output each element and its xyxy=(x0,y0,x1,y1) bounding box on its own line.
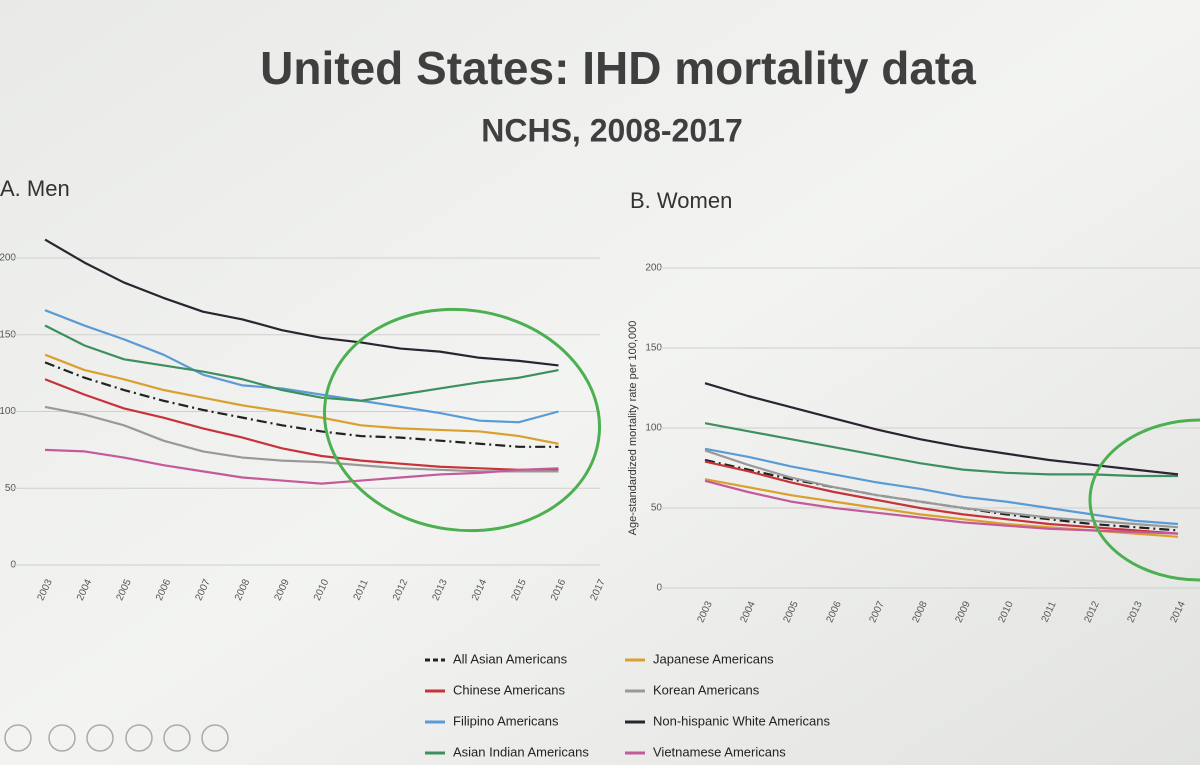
y-axis-label: Age-standardized mortality rate per 100,… xyxy=(627,321,639,536)
series-line xyxy=(44,448,559,485)
y-tick-label: 150 xyxy=(0,329,16,340)
highlight-ellipse xyxy=(1088,418,1200,582)
series-line xyxy=(704,422,1178,478)
legend-label: Japanese Americans xyxy=(653,651,774,666)
series-line xyxy=(704,447,1179,526)
toolbar-button[interactable] xyxy=(201,724,229,752)
legend-label: Filipino Americans xyxy=(453,713,559,728)
legend-label: Chinese Americans xyxy=(453,682,565,697)
series-line xyxy=(44,324,559,402)
y-tick-label: 0 xyxy=(656,583,662,594)
highlight-ellipse xyxy=(322,307,602,533)
series-line xyxy=(44,238,559,367)
series-line xyxy=(44,309,559,424)
slide-subtitle: NCHS, 2008-2017 xyxy=(481,112,742,148)
slide-title: United States: IHD mortality data xyxy=(260,42,976,94)
legend-label: All Asian Americans xyxy=(453,651,568,666)
series-line xyxy=(44,405,559,473)
y-tick-label: 150 xyxy=(645,343,662,354)
legend-label: Korean Americans xyxy=(653,682,760,697)
y-tick-label: 50 xyxy=(651,503,663,514)
legend-label: Vietnamese Americans xyxy=(653,744,786,759)
toolbar-button[interactable] xyxy=(125,724,153,752)
y-tick-label: 100 xyxy=(0,406,16,417)
toolbar-button[interactable] xyxy=(86,724,114,752)
series-line xyxy=(44,378,559,471)
toolbar xyxy=(4,724,229,752)
legend-label: Non-hispanic White Americans xyxy=(653,713,831,728)
y-tick-label: 100 xyxy=(645,423,662,434)
toolbar-button[interactable] xyxy=(48,724,76,752)
series-line xyxy=(704,460,1179,535)
series-line xyxy=(44,353,559,445)
panel-title: B. Women xyxy=(630,188,732,213)
y-tick-label: 200 xyxy=(645,263,662,274)
series-line xyxy=(704,449,1179,529)
toolbar-button[interactable] xyxy=(4,724,32,752)
toolbar-button[interactable] xyxy=(163,724,191,752)
legend-label: Asian Indian Americans xyxy=(453,744,589,759)
panel-title: A. Men xyxy=(0,176,70,201)
series-line xyxy=(44,361,559,448)
y-tick-label: 200 xyxy=(0,253,16,264)
